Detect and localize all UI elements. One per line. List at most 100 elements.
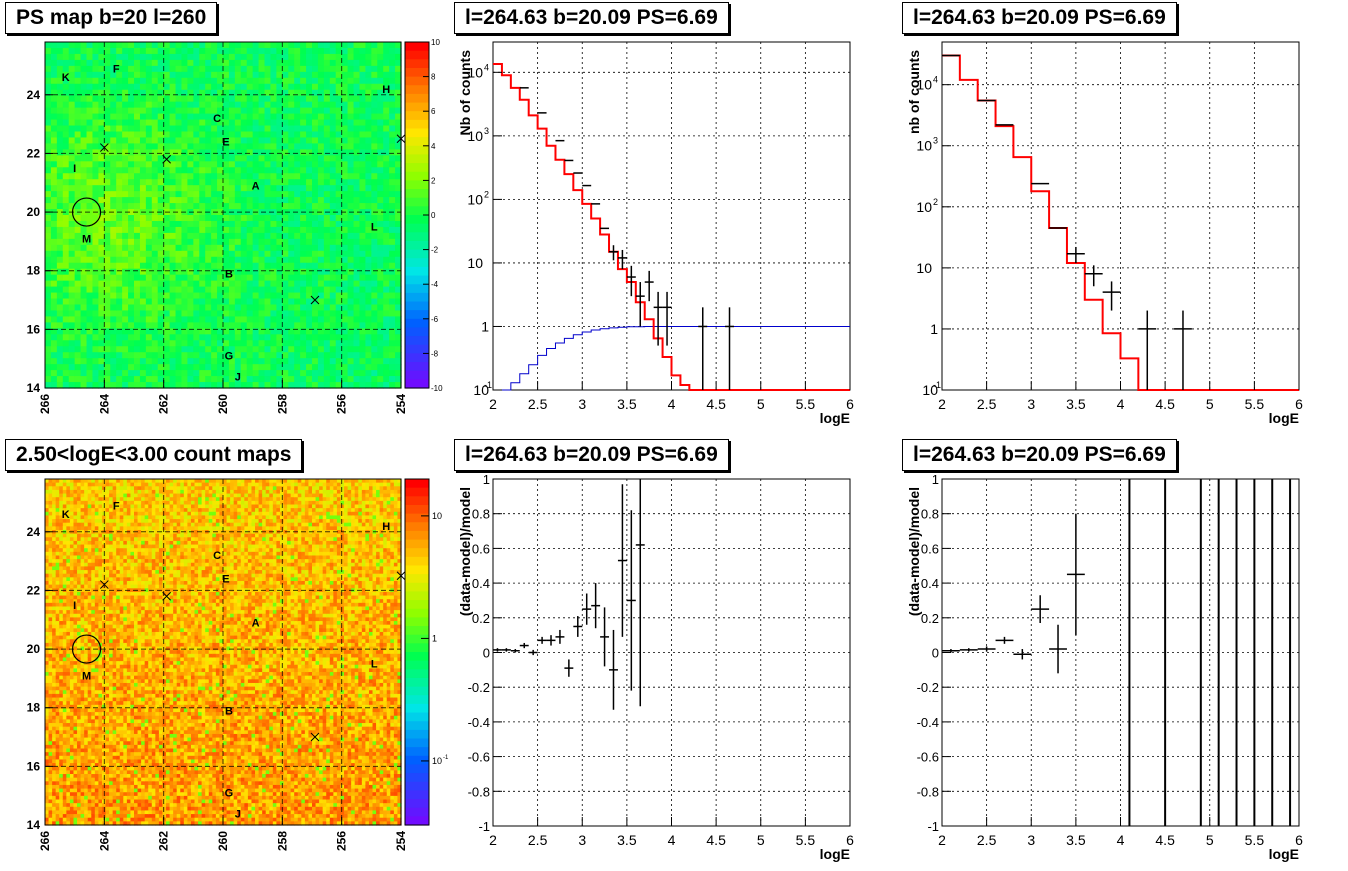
colorbar-cell [405,591,429,601]
x-axis-label: logE [820,846,850,862]
colorbar-cell [405,379,429,389]
map-pixels [45,479,402,826]
colorbar-cell [405,111,429,121]
colorbar-cell [405,266,429,277]
y-tick-label: 0 [483,646,490,661]
colorbar-tick-label: 10 [432,756,442,766]
y-tick-label: 0.8 [472,507,490,522]
x-tick-label: 2 [938,832,946,848]
colorbar-tick-label: -6 [431,315,439,324]
x-tick-label: 6 [846,396,854,412]
map-x-tick-label: 260 [216,831,230,851]
source-label-B: B [225,706,233,718]
colorbar-cell [405,712,429,722]
colorbar-tick-label: 10 [431,38,440,47]
colorbar-cell [405,249,429,259]
source-label-H: H [382,521,390,533]
x-tick-label: 5.5 [796,396,816,412]
y-tick-label: -0.2 [468,680,490,695]
x-axis-label: logE [1269,846,1299,862]
map-y-tick-label: 22 [27,146,41,160]
x-tick-label: 5 [1206,832,1214,848]
colorbar-cell [405,496,429,506]
x-tick-label: 4.5 [1155,832,1175,848]
x-tick-label: 4 [668,832,676,848]
panel-4-title: 2.50<logE<3.00 count maps [5,439,303,471]
y-tick-exponent: 2 [484,189,489,199]
efficiency-curve [501,325,850,391]
source-label-M: M [82,670,91,682]
colorbar-cell [405,215,429,225]
colorbar-cell [405,539,429,549]
colorbar-cell [405,301,429,311]
y-tick-label: 0.4 [472,576,490,591]
map-x-tick-label: 256 [335,831,349,851]
colorbar-cell [405,695,429,705]
colorbar-tick-label: 6 [431,107,436,116]
x-tick-label: 2.5 [528,832,548,848]
colorbar-cell [405,652,429,662]
source-label-G: G [225,788,234,800]
source-label-F: F [113,500,120,512]
y-tick-label: 10 [467,191,483,207]
colorbar-tick-label: 4 [431,142,436,151]
colorbar-tick-label: 8 [431,73,436,82]
panel-1-title: PS map b=20 l=260 [5,2,218,34]
x-tick-label: 6 [846,832,854,848]
colorbar-cell [405,163,429,173]
colorbar-cell [405,128,429,138]
colorbar-tick-label: -2 [431,246,439,255]
colorbar-tick-label: -8 [431,349,439,358]
y-tick-exponent: 4 [933,75,938,85]
y-tick-label: 10 [922,382,938,398]
y-tick-exponent: 4 [484,62,489,72]
colorbar-cell [405,232,429,242]
colorbar-cell [405,738,429,748]
colorbar-cell [405,504,429,515]
y-tick-exponent: -1 [484,380,492,390]
y-tick-label: -1 [927,819,939,834]
residual-panel-5: 2 2.5 3 3.5 4 4.5 5 5.5 6 -1 -0.8 -0.6 -0.4 -0.2 0 0.2 0… [457,472,854,862]
x-axis-label: logE [1269,410,1299,426]
x-tick-label: 5 [757,396,765,412]
x-tick-label: 3 [578,396,586,412]
colorbar-tick-label: -10 [431,384,443,393]
colorbar-tick-exponent: -1 [443,755,449,761]
y-tick-label: 0.4 [921,576,939,591]
x-tick-label: 3 [1027,832,1035,848]
y-tick-exponent: 3 [484,126,489,136]
y-tick-label: 0.8 [921,507,939,522]
colorbar-cell [405,643,429,653]
source-cross [396,134,406,144]
colorbar-cell [405,513,429,523]
colorbar-cell [405,102,429,112]
colorbar-tick-label: 0 [431,211,436,220]
map-y-tick-label: 14 [27,818,41,832]
x-tick-label: 4.5 [706,832,726,848]
colorbar-cell [405,93,429,104]
source-label-A: A [252,181,260,193]
y-tick-label: 10 [467,64,483,80]
colorbar-cell [405,275,429,285]
source-label-C: C [213,550,221,562]
x-axis-label: logE [820,410,850,426]
colorbar-tick-label: 1 [432,633,437,643]
y-tick-exponent: 2 [933,197,938,207]
colorbar-cell [405,353,429,363]
source-label-J: J [235,371,241,383]
y-tick-label: 1 [481,318,489,334]
y-axis-label: Nb of counts [457,50,473,136]
y-tick-label: -0.8 [468,784,490,799]
colorbar-cell [405,85,429,95]
colorbar-cell [405,764,429,774]
x-tick-label: 4 [1117,396,1125,412]
x-tick-label: 6 [1295,396,1303,412]
y-tick-label: 0.2 [472,611,490,626]
x-tick-label: 2 [938,396,946,412]
map-y-tick-label: 18 [27,701,41,715]
colorbar-cell [405,189,429,199]
source-label-L: L [371,222,378,234]
colorbar-cell [405,703,429,714]
